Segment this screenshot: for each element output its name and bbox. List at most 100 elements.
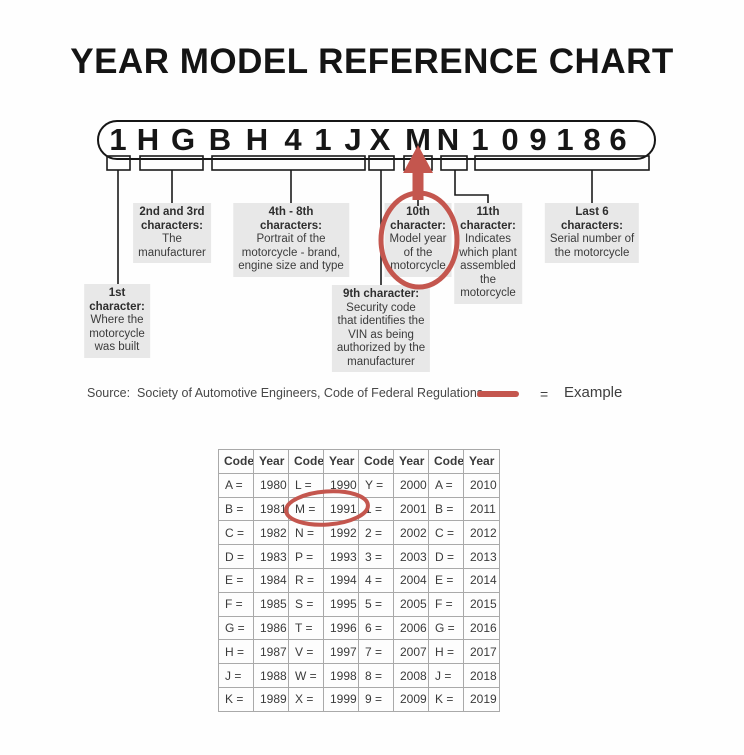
code-cell: K = [428, 686, 464, 712]
callout-title: 11th character: [460, 206, 516, 232]
year-cell: 1985 [253, 591, 289, 617]
col-header: Code [218, 449, 254, 474]
table-row: B = 1981 M = 1991 1 = 2001 B = 2011 [218, 496, 500, 522]
year-cell: 2015 [463, 591, 500, 617]
code-cell: B = [428, 496, 464, 522]
code-cell: K = [218, 686, 254, 712]
legend-example-label: Example [564, 384, 623, 401]
col-header: Year [463, 449, 500, 474]
col-header: Year [393, 449, 429, 474]
callout-1st-character: 1st character: Where the motorcycle was … [84, 284, 150, 358]
code-cell: F = [218, 591, 254, 617]
year-cell: 1981 [253, 496, 289, 522]
year-cell: 1995 [323, 591, 359, 617]
year-cell: 2003 [393, 544, 429, 569]
year-cell: 1982 [253, 520, 289, 546]
table-row: D = 1983 P = 1993 3 = 2003 D = 2013 [218, 544, 500, 569]
year-cell: 1984 [253, 567, 289, 593]
callout-body: Indicates which plant assembled the moto… [459, 233, 517, 299]
code-cell: R = [288, 567, 324, 593]
vin-char: B [208, 122, 232, 157]
code-cell: C = [428, 520, 464, 546]
callout-title: 1st character: [89, 287, 145, 313]
code-cell: C = [218, 520, 254, 546]
year-cell: 2011 [463, 496, 500, 522]
year-cell: 2010 [463, 472, 500, 498]
callout-title: 9th character: [342, 288, 420, 300]
year-cell: 2007 [393, 639, 429, 665]
vin-char: H [136, 122, 160, 157]
code-cell: N = [288, 520, 324, 546]
col-header: Code [428, 449, 464, 474]
code-cell: J = [428, 663, 464, 688]
code-cell: J = [218, 663, 254, 688]
vin-char: 1 [314, 122, 332, 157]
code-cell: 6 = [358, 615, 394, 641]
year-cell: 1991 [323, 496, 359, 522]
legend-equals: = [540, 386, 549, 402]
callout-11th-character: 11th character: Indicates which plant as… [454, 203, 522, 304]
code-cell: E = [428, 567, 464, 593]
year-cell: 1998 [323, 663, 359, 688]
col-header: Code [288, 449, 324, 474]
year-cell: 1983 [253, 544, 289, 569]
code-cell: 1 = [358, 496, 394, 522]
callout-title: 2nd and 3rd characters: [139, 206, 205, 232]
vin-char: G [170, 122, 196, 157]
callout-4th-8th-characters: 4th - 8th characters: Portrait of the mo… [233, 203, 349, 277]
col-header: Year [253, 449, 289, 474]
page-title: YEAR MODEL REFERENCE CHART [70, 42, 674, 81]
vin-char: 9 [529, 122, 547, 157]
table-row: G = 1986 T = 1996 6 = 2006 G = 2016 [218, 615, 500, 641]
code-cell: E = [218, 567, 254, 593]
code-cell: X = [288, 686, 324, 712]
table-row: K = 1989 X = 1999 9 = 2009 K = 2019 [218, 686, 500, 712]
year-cell: 1987 [253, 639, 289, 665]
code-cell: 4 = [358, 567, 394, 593]
vin-char: 8 [583, 122, 601, 157]
code-cell: 2 = [358, 520, 394, 546]
red-arrow-shaft [412, 170, 424, 200]
table-row: J = 1988 W = 1998 8 = 2008 J = 2018 [218, 663, 500, 688]
code-cell: P = [288, 544, 324, 569]
code-cell: M = [288, 496, 324, 522]
connector-char-11 [454, 170, 489, 203]
code-cell: H = [428, 639, 464, 665]
code-cell: T = [288, 615, 324, 641]
vin-char: 0 [501, 122, 519, 157]
year-cell: 2004 [393, 567, 429, 593]
year-cell: 2013 [463, 544, 500, 569]
code-cell: Y = [358, 472, 394, 498]
source-note: Source: Society of Automotive Engineers,… [87, 386, 484, 400]
table-row: C = 1982 N = 1992 2 = 2002 C = 2012 [218, 520, 500, 546]
callout-last-6-characters: Last 6 characters: Serial number of the … [544, 203, 640, 263]
code-cell: S = [288, 591, 324, 617]
year-cell: 2000 [393, 472, 429, 498]
callout-2nd-3rd-characters: 2nd and 3rd characters: The manufacturer [133, 203, 211, 263]
year-cell: 2009 [393, 686, 429, 712]
vin-char: 1 [109, 122, 127, 157]
year-cell: 2005 [393, 591, 429, 617]
vin-char: H [245, 122, 269, 157]
code-cell: 7 = [358, 639, 394, 665]
year-cell: 1996 [323, 615, 359, 641]
code-cell: G = [218, 615, 254, 641]
year-cell: 2012 [463, 520, 500, 546]
col-header: Code [358, 449, 394, 474]
table-row: A = 1980 L = 1990 Y = 2000 A = 2010 [218, 472, 500, 498]
code-cell: L = [288, 472, 324, 498]
year-code-table: Code Year Code Year Code Year Code Year … [218, 449, 500, 712]
vin-char: N [436, 122, 460, 157]
year-cell: 2016 [463, 615, 500, 641]
year-cell: 1990 [323, 472, 359, 498]
code-cell: G = [428, 615, 464, 641]
callout-10th-character: 10th character: Model year of the motorc… [384, 203, 452, 277]
table-row: E = 1984 R = 1994 4 = 2004 E = 2014 [218, 567, 500, 593]
table-header-row: Code Year Code Year Code Year Code Year [218, 449, 500, 474]
year-cell: 1980 [253, 472, 289, 498]
code-cell: 9 = [358, 686, 394, 712]
callout-title: 4th - 8th characters: [259, 206, 322, 232]
code-cell: H = [218, 639, 254, 665]
year-cell: 1997 [323, 639, 359, 665]
